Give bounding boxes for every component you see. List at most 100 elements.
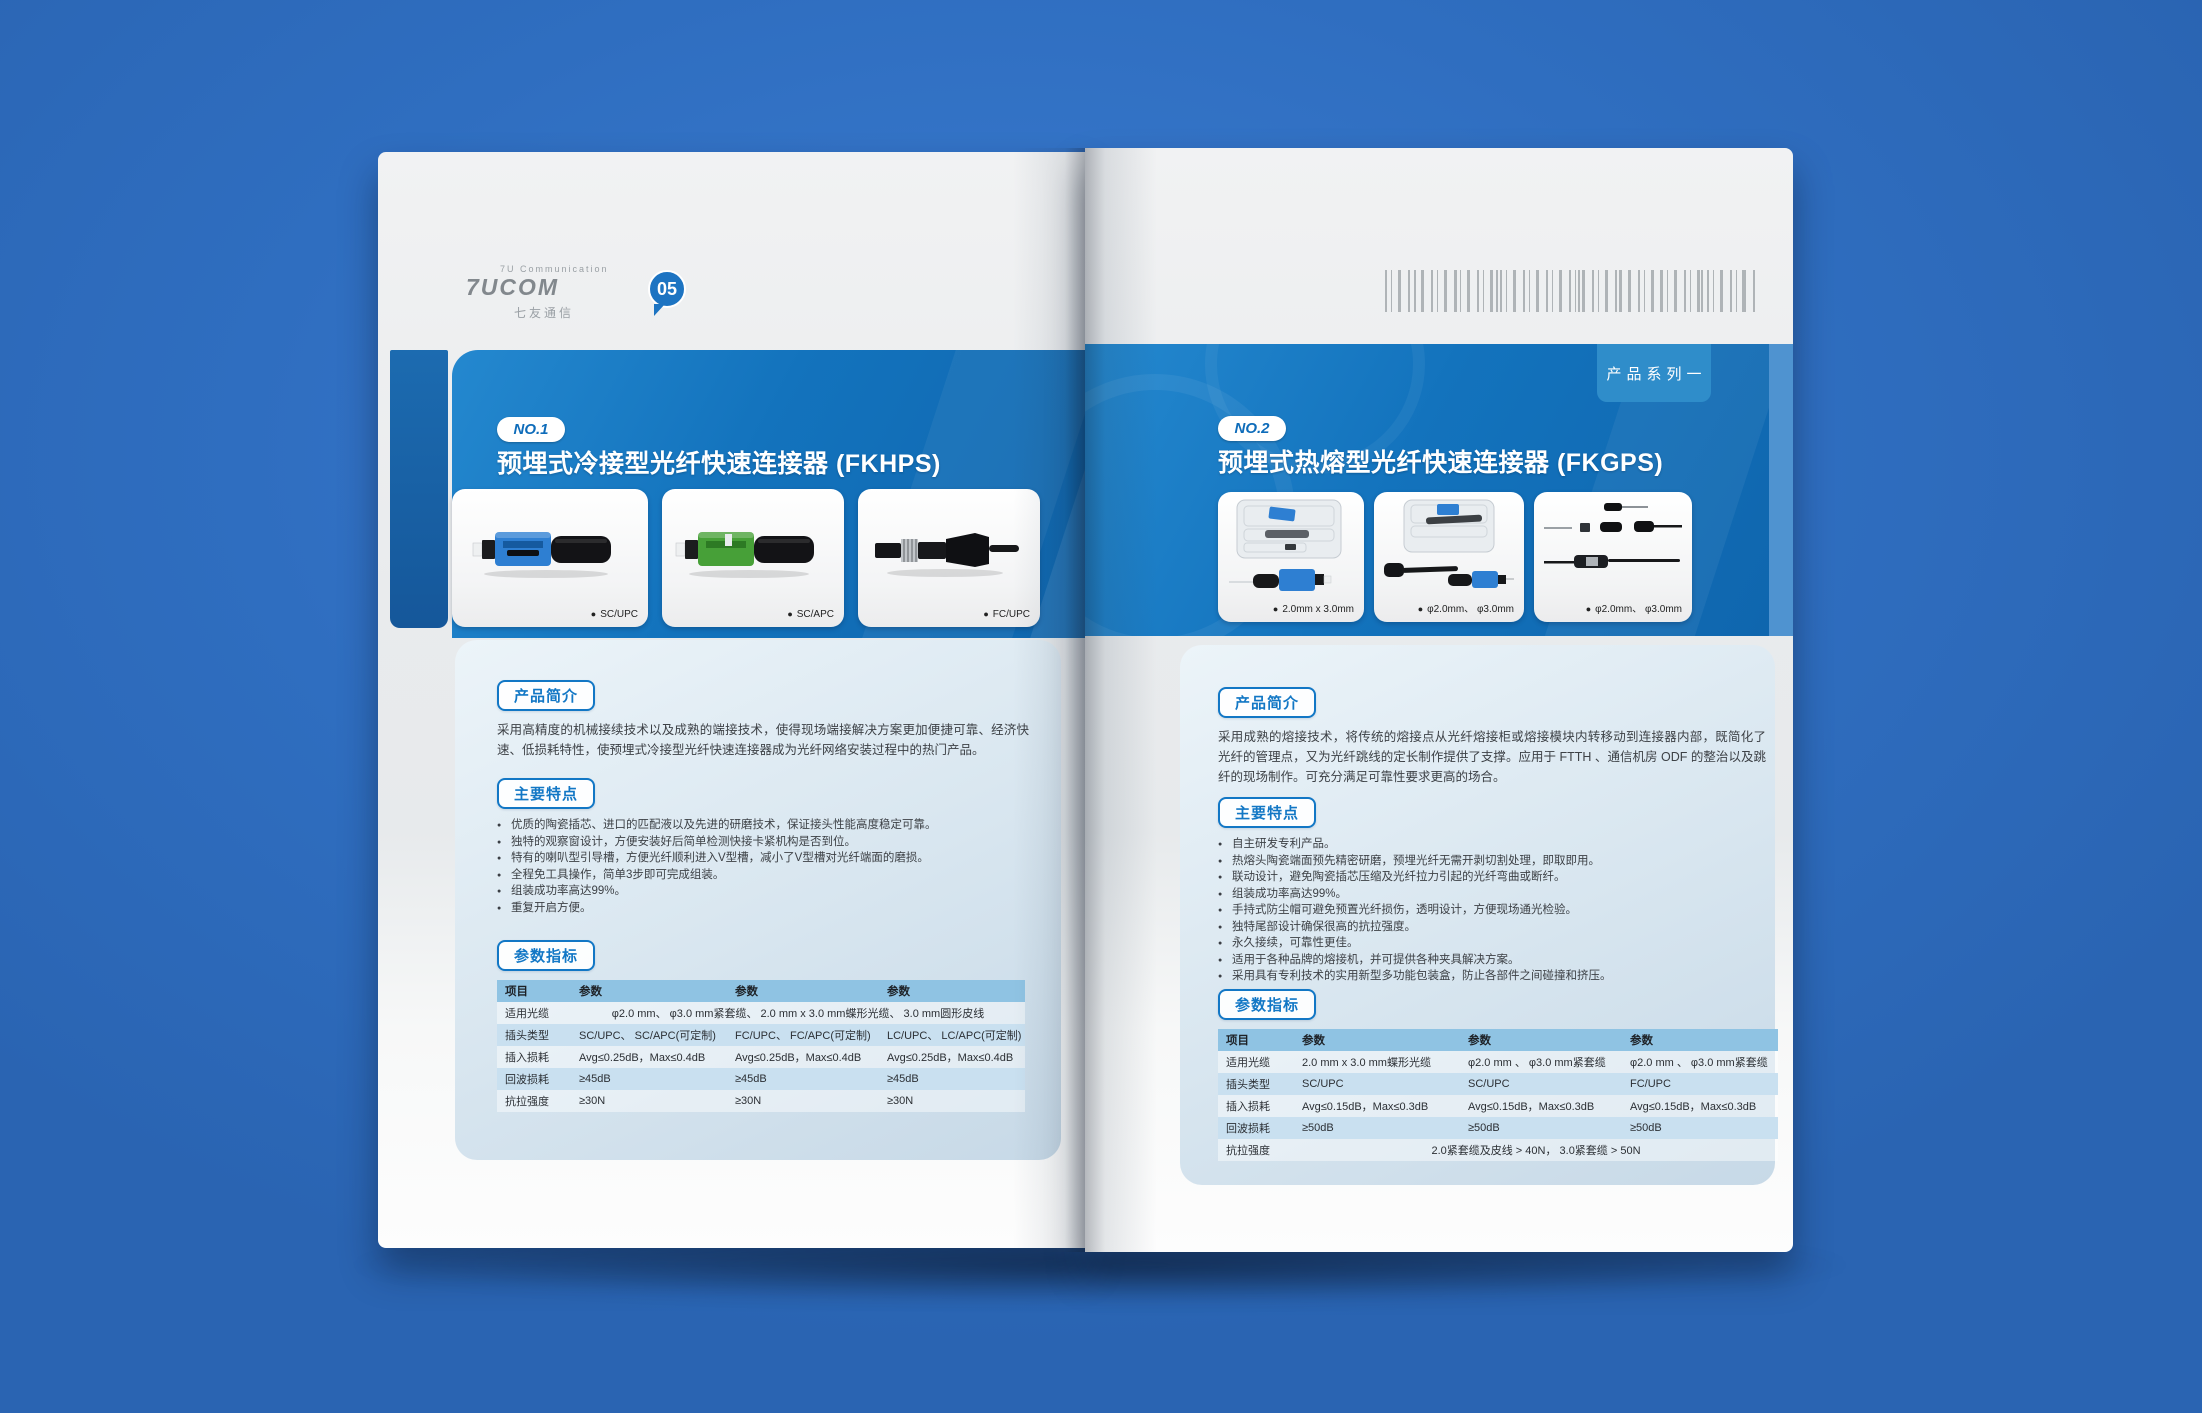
- spec-row: 回波损耗 ≥50dB ≥50dB ≥50dB: [1218, 1117, 1778, 1139]
- feature-item: 独特的观察窗设计，方便安装好后简单检测快接卡紧机构是否到位。: [497, 834, 937, 850]
- product-number-badge: NO.1: [497, 417, 565, 442]
- packaged-pigtail-connector-icon: [1384, 499, 1514, 589]
- product-card: ● SC/APC: [662, 489, 844, 627]
- section-heading-features: 主要特点: [497, 778, 596, 809]
- spec-col-header: 项目: [1218, 1029, 1294, 1051]
- right-spec-table: 项目 参数 参数 参数 适用光缆 2.0 mm x 3.0 mm蝶形光缆 φ2.…: [1218, 1029, 1778, 1161]
- bullet-icon: ●: [1272, 604, 1279, 614]
- spec-cell: 2.0 mm x 3.0 mm蝶形光缆: [1302, 1057, 1431, 1069]
- section-heading-features: 主要特点: [1218, 797, 1317, 828]
- spec-row-label: 回波损耗: [505, 1074, 549, 1086]
- brand-logo: 7U Communication 7UCOM 七友通信 05: [466, 264, 686, 334]
- spec-cell: ≥50dB: [1302, 1122, 1334, 1134]
- spec-row-label: 插头类型: [505, 1030, 549, 1042]
- feature-item: 采用具有专利技术的实用新型多功能包装盒，防止各部件之间碰撞和挤压。: [1218, 968, 1612, 985]
- packaged-connector-kit-icon: [1229, 499, 1342, 592]
- intro-text: 采用成熟的熔接技术，将传统的熔接点从光纤熔接柜或熔接模块内转移动到连接器内部，既…: [1218, 730, 1766, 784]
- feature-item: 重复开启方便。: [497, 900, 937, 916]
- left-accent-bar: [390, 350, 448, 628]
- page-number: 05: [656, 278, 678, 299]
- product-caption: ● 2.0mm x 3.0mm: [1272, 604, 1354, 615]
- right-page: 产品系列一 NO.2 预埋式热熔型光纤快速连接器 (FKGPS) ● 2: [1085, 148, 1793, 1252]
- feature-item: 组装成功率高达99%。: [1218, 886, 1612, 902]
- fc-upc-metal-connector-icon: [875, 532, 1019, 577]
- left-product-title: 预埋式冷接型光纤快速连接器 (FKHPS): [497, 450, 941, 478]
- barcode: [1385, 270, 1755, 312]
- product-card: ● SC/UPC: [452, 489, 648, 627]
- spec-cell: ≥50dB: [1630, 1122, 1662, 1134]
- spec-cell: Avg≤0.25dB，Max≤0.4dB: [887, 1052, 1014, 1064]
- sc-apc-green-connector-icon: [675, 531, 814, 578]
- spec-header-row: 项目 参数 参数 参数: [1218, 1029, 1778, 1051]
- spec-row: 插入损耗 Avg≤0.15dB，Max≤0.3dB Avg≤0.15dB，Max…: [1218, 1095, 1778, 1117]
- product-card: ● 2.0mm x 3.0mm: [1218, 492, 1364, 622]
- spec-row: 抗拉强度 2.0紧套缆及皮线 > 40N， 3.0紧套缆 > 50N: [1218, 1139, 1778, 1161]
- product-caption: ● FC/UPC: [983, 609, 1030, 620]
- spec-row-label: 插头类型: [1226, 1079, 1270, 1091]
- spec-cell: Avg≤0.15dB，Max≤0.3dB: [1468, 1101, 1595, 1113]
- bullet-icon: ●: [590, 609, 597, 619]
- product-number-badge: NO.2: [1218, 416, 1286, 441]
- spec-col-header: 参数: [1294, 1029, 1460, 1051]
- spec-row: 适用光缆 2.0 mm x 3.0 mm蝶形光缆 φ2.0 mm 、 φ3.0 …: [1218, 1051, 1778, 1073]
- bullet-icon: ●: [787, 609, 793, 619]
- spec-cell: φ2.0 mm 、 φ3.0 mm紧套缆: [1468, 1057, 1606, 1069]
- product-number-label: NO.1: [513, 421, 549, 438]
- spec-cell: SC/UPC: [1302, 1078, 1344, 1090]
- spec-cell: ≥45dB: [887, 1073, 919, 1085]
- page-number-bubble: 05: [648, 270, 686, 308]
- product-number-label: NO.2: [1234, 420, 1270, 437]
- spec-cell: φ2.0 mm 、 φ3.0 mm紧套缆: [1630, 1057, 1768, 1069]
- right-content-panel: 产品简介 采用成熟的熔接技术，将传统的熔接点从光纤熔接柜或熔接模块内转移动到连接…: [1180, 645, 1778, 1185]
- spec-cell: ≥50dB: [1468, 1122, 1500, 1134]
- feature-item: 热熔头陶瓷端面预先精密研磨，预埋光纤无需开剥切割处理，即取即用。: [1218, 853, 1612, 869]
- feature-item: 自主研发专利产品。: [1218, 836, 1612, 853]
- spec-col-header: 参数: [1622, 1029, 1778, 1051]
- section-heading-intro: 产品简介: [497, 680, 596, 711]
- spec-row-label: 回波损耗: [1226, 1123, 1270, 1135]
- connector-components-icon: [1544, 503, 1682, 569]
- left-spec-table: 项目 参数 参数 参数 适用光缆 φ2.0 mm、 φ3.0 mm紧套缆、 2.…: [497, 980, 1025, 1112]
- bullet-icon: ●: [1417, 604, 1424, 614]
- section-heading-intro: 产品简介: [1218, 687, 1317, 718]
- feature-list: 自主研发专利产品。 热熔头陶瓷端面预先精密研磨，预埋光纤无需开剥切割处理，即取即…: [1218, 836, 1612, 985]
- intro-text: 采用高精度的机械接续技术以及成熟的端接技术，使得现场端接解决方案更加便捷可靠、经…: [497, 723, 1029, 757]
- product-caption: ● SC/UPC: [590, 609, 638, 620]
- product-caption: ● φ2.0mm、 φ3.0mm: [1417, 604, 1514, 615]
- series-badge: 产品系列一: [1597, 344, 1711, 402]
- spec-cell: ≥30N: [735, 1095, 762, 1107]
- product-card: ● φ2.0mm、 φ3.0mm: [1374, 492, 1524, 622]
- feature-item: 全程免工具操作，简单3步即可完成组装。: [497, 867, 937, 883]
- spec-cell: Avg≤0.25dB，Max≤0.4dB: [579, 1052, 706, 1064]
- spec-cell: Avg≤0.15dB，Max≤0.3dB: [1630, 1101, 1757, 1113]
- spec-cell: Avg≤0.25dB，Max≤0.4dB: [735, 1052, 862, 1064]
- spec-cell: Avg≤0.15dB，Max≤0.3dB: [1302, 1101, 1429, 1113]
- brand-tagline: 7U Communication: [500, 264, 609, 274]
- speech-bubble-tail-icon: [654, 304, 665, 316]
- spec-row-label: 插入损耗: [1226, 1101, 1270, 1113]
- product-card: ● FC/UPC: [858, 489, 1040, 627]
- spec-row-label: 适用光缆: [1226, 1057, 1270, 1069]
- bullet-icon: ●: [1585, 604, 1592, 614]
- brand-chinese-name: 七友通信: [514, 306, 575, 320]
- spec-cell: ≥45dB: [579, 1073, 611, 1085]
- spec-cell: FC/UPC: [1630, 1078, 1671, 1090]
- feature-item: 联动设计，避免陶瓷插芯压缩及光纤拉力引起的光纤弯曲或断纤。: [1218, 869, 1612, 886]
- feature-item: 适用于各种品牌的熔接机，并可提供各种夹具解决方案。: [1218, 952, 1612, 968]
- spec-row: 适用光缆 φ2.0 mm、 φ3.0 mm紧套缆、 2.0 mm x 3.0 m…: [497, 1002, 1025, 1024]
- feature-item: 独特尾部设计确保很高的抗拉强度。: [1218, 919, 1612, 935]
- spec-row-label: 抗拉强度: [505, 1096, 549, 1108]
- brand-wordmark: 7UCOM: [466, 273, 560, 301]
- spec-row: 抗拉强度 ≥30N ≥30N ≥30N: [497, 1090, 1025, 1112]
- spec-col-header: 项目: [497, 980, 571, 1002]
- feature-item: 优质的陶瓷插芯、进口的匹配液以及先进的研磨技术，保证接头性能高度稳定可靠。: [497, 817, 937, 834]
- spec-col-header: 参数: [571, 980, 727, 1002]
- spec-row: 插头类型 SC/UPC、 SC/APC(可定制) FC/UPC、 FC/APC(…: [497, 1024, 1025, 1046]
- feature-list: 优质的陶瓷插芯、进口的匹配液以及先进的研磨技术，保证接头性能高度稳定可靠。 独特…: [497, 817, 937, 917]
- sc-upc-blue-connector-icon: [472, 531, 611, 578]
- spec-cell: SC/UPC: [1468, 1078, 1510, 1090]
- spec-header-row: 项目 参数 参数 参数: [497, 980, 1025, 1002]
- feature-item: 组装成功率高达99%。: [497, 883, 937, 900]
- spec-cell: LC/UPC、 LC/APC(可定制): [887, 1030, 1022, 1042]
